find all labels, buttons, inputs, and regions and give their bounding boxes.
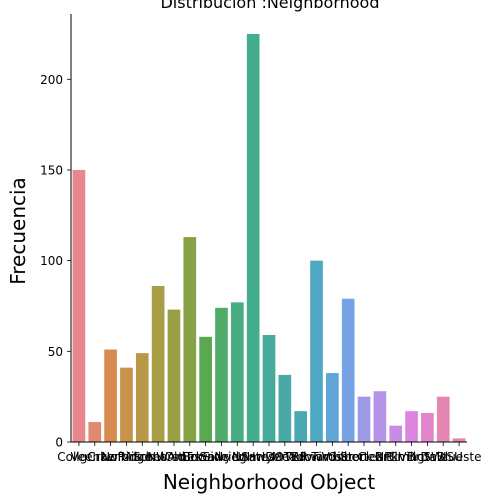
plot-area: CollgCrVeenkerCrawforNoRidgeMitchelSomer…	[40, 14, 482, 464]
bar	[278, 374, 292, 442]
x-tick-label: Timber	[310, 450, 353, 464]
x-tick-label: Blmngtn	[386, 450, 437, 464]
x-tick-label: ClearCr	[358, 450, 403, 464]
x-tick-label: SWISU	[424, 450, 463, 464]
bar	[215, 307, 228, 442]
y-axis-label: Frecuencia	[6, 177, 30, 285]
bar	[183, 237, 197, 442]
y-tick-label: 200	[40, 73, 63, 87]
bar	[405, 411, 418, 442]
x-tick-label: Gilbert	[328, 450, 369, 464]
y-tick-label: 150	[40, 163, 63, 177]
x-tick-label: Crawfor	[87, 450, 134, 464]
x-tick-label: Somerst	[133, 450, 183, 464]
y-tick-label: 0	[55, 436, 63, 450]
x-tick-label: NPkVill	[375, 450, 416, 464]
chart-title: Distribución :Neighborhood	[160, 0, 379, 12]
x-tick-label: SawyerW	[241, 450, 297, 464]
bar	[151, 286, 165, 442]
bar	[452, 438, 466, 442]
x-axis-label: Neighborhood Object	[163, 470, 375, 494]
x-tick-label: Blueste	[437, 450, 482, 464]
x-tick-label: Edwards	[291, 450, 342, 464]
bar	[230, 302, 244, 442]
bar	[357, 396, 371, 442]
bar	[135, 353, 149, 442]
bar	[310, 260, 323, 442]
bar	[389, 425, 403, 442]
bar	[88, 422, 102, 442]
x-tick-label: NAmes	[232, 450, 275, 464]
x-tick-label: MeadowV	[272, 450, 331, 464]
bar	[294, 411, 308, 442]
x-tick-label: IDOTRR	[262, 450, 308, 464]
x-tick-label: NoRidge	[101, 450, 152, 464]
x-tick-label: CollgCr	[57, 450, 100, 464]
x-tick-label: Veenker	[71, 450, 120, 464]
bar	[246, 33, 260, 442]
x-tick-label: OldTown	[165, 450, 215, 464]
y-tick-label: 50	[48, 345, 63, 359]
x-tick-label: BrkSide	[183, 450, 229, 464]
x-tick-label: NridgHt	[214, 450, 261, 464]
bar	[167, 309, 181, 442]
bar	[373, 391, 387, 442]
bar	[104, 349, 117, 442]
x-tick-label: StoneBr	[340, 450, 388, 464]
bar	[326, 373, 339, 442]
bar	[120, 367, 133, 442]
x-tick-label: BrDale	[407, 450, 447, 464]
bar	[199, 336, 212, 442]
bar	[341, 298, 355, 442]
x-tick-label: Sawyer	[199, 450, 243, 464]
bar	[436, 396, 450, 442]
x-tick-label: Mitchel	[121, 450, 164, 464]
y-tick-label: 100	[40, 254, 63, 268]
x-tick-label: NWAmes	[147, 450, 201, 464]
bar	[262, 335, 276, 442]
bar	[72, 169, 86, 442]
bar	[421, 412, 434, 442]
